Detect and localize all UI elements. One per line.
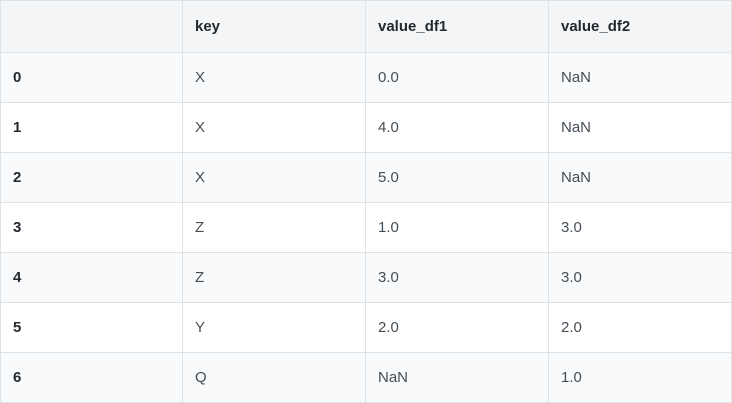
- value-df1-cell: 0.0: [365, 52, 549, 103]
- row-index: 2: [0, 152, 183, 203]
- value-df2-cell: NaN: [548, 52, 732, 103]
- table-row: 1 X 4.0 NaN: [0, 102, 732, 153]
- key-cell: X: [182, 102, 366, 153]
- value-df2-cell: 2.0: [548, 302, 732, 353]
- table-row: 2 X 5.0 NaN: [0, 152, 732, 203]
- table-row: 4 Z 3.0 3.0: [0, 252, 732, 303]
- row-index: 4: [0, 252, 183, 303]
- value-df2-cell: 3.0: [548, 202, 732, 253]
- table-body: 0 X 0.0 NaN 1 X 4.0 NaN 2 X 5.0 NaN 3 Z …: [0, 52, 732, 403]
- value-df1-column-header: value_df1: [365, 0, 549, 53]
- key-cell: Q: [182, 352, 366, 403]
- value-df2-column-header: value_df2: [548, 0, 732, 53]
- key-column-header: key: [182, 0, 366, 53]
- value-df1-cell: 2.0: [365, 302, 549, 353]
- key-cell: Z: [182, 252, 366, 303]
- key-cell: X: [182, 152, 366, 203]
- value-df2-cell: NaN: [548, 102, 732, 153]
- value-df2-cell: 3.0: [548, 252, 732, 303]
- row-index: 5: [0, 302, 183, 353]
- row-index: 0: [0, 52, 183, 103]
- table-row: 0 X 0.0 NaN: [0, 52, 732, 103]
- index-column-header: [0, 0, 183, 53]
- key-cell: Z: [182, 202, 366, 253]
- row-index: 6: [0, 352, 183, 403]
- key-cell: Y: [182, 302, 366, 353]
- value-df1-cell: 3.0: [365, 252, 549, 303]
- value-df2-cell: NaN: [548, 152, 732, 203]
- header-row: key value_df1 value_df2: [0, 0, 732, 53]
- value-df1-cell: 4.0: [365, 102, 549, 153]
- table-row: 6 Q NaN 1.0: [0, 352, 732, 403]
- table-header: key value_df1 value_df2: [0, 0, 732, 53]
- row-index: 1: [0, 102, 183, 153]
- key-cell: X: [182, 52, 366, 103]
- value-df2-cell: 1.0: [548, 352, 732, 403]
- value-df1-cell: 5.0: [365, 152, 549, 203]
- value-df1-cell: NaN: [365, 352, 549, 403]
- row-index: 3: [0, 202, 183, 253]
- table-row: 3 Z 1.0 3.0: [0, 202, 732, 253]
- table-row: 5 Y 2.0 2.0: [0, 302, 732, 353]
- value-df1-cell: 1.0: [365, 202, 549, 253]
